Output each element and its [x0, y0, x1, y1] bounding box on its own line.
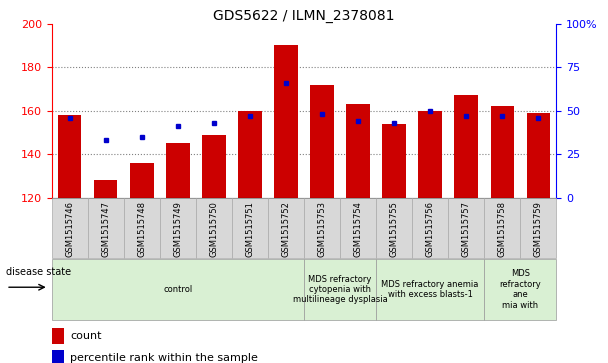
- Text: percentile rank within the sample: percentile rank within the sample: [70, 353, 258, 363]
- Bar: [238, 111, 261, 198]
- Text: control: control: [163, 285, 193, 294]
- Text: count: count: [70, 331, 102, 341]
- Bar: [160, 198, 196, 258]
- Bar: [491, 106, 514, 198]
- Bar: [455, 95, 478, 198]
- Text: GSM1515747: GSM1515747: [102, 201, 110, 257]
- Bar: [196, 198, 232, 258]
- Title: GDS5622 / ILMN_2378081: GDS5622 / ILMN_2378081: [213, 9, 395, 23]
- Text: GSM1515759: GSM1515759: [534, 201, 543, 257]
- Bar: [94, 180, 117, 198]
- Text: MDS refractory
cytopenia with
multilineage dysplasia: MDS refractory cytopenia with multilinea…: [292, 274, 387, 305]
- Text: disease state: disease state: [6, 267, 71, 277]
- Bar: [202, 135, 226, 198]
- Bar: [376, 198, 412, 258]
- Text: GSM1515750: GSM1515750: [209, 201, 218, 257]
- Bar: [347, 104, 370, 198]
- Bar: [232, 198, 268, 258]
- Text: GSM1515757: GSM1515757: [461, 201, 471, 257]
- Bar: [52, 328, 64, 344]
- Bar: [52, 198, 88, 258]
- Text: GSM1515748: GSM1515748: [137, 201, 147, 257]
- Bar: [448, 198, 484, 258]
- Bar: [527, 113, 550, 198]
- Text: GSM1515755: GSM1515755: [390, 201, 399, 257]
- Text: GSM1515754: GSM1515754: [354, 201, 362, 257]
- Bar: [382, 124, 406, 198]
- Bar: [124, 198, 160, 258]
- Bar: [418, 111, 442, 198]
- Bar: [274, 45, 298, 198]
- Text: GSM1515746: GSM1515746: [65, 201, 74, 257]
- Bar: [130, 163, 153, 198]
- Bar: [412, 198, 448, 258]
- Text: GSM1515751: GSM1515751: [246, 201, 254, 257]
- Bar: [520, 198, 556, 258]
- Bar: [58, 115, 81, 198]
- Bar: [340, 198, 376, 258]
- Bar: [52, 259, 304, 320]
- Text: GSM1515758: GSM1515758: [498, 201, 506, 257]
- Bar: [304, 259, 376, 320]
- Bar: [268, 198, 304, 258]
- Bar: [166, 143, 190, 198]
- Text: MDS
refractory
ane
mia with: MDS refractory ane mia with: [499, 269, 541, 310]
- Bar: [484, 198, 520, 258]
- Text: MDS refractory anemia
with excess blasts-1: MDS refractory anemia with excess blasts…: [381, 280, 479, 299]
- Bar: [304, 198, 340, 258]
- Text: GSM1515753: GSM1515753: [317, 201, 326, 257]
- Bar: [484, 259, 556, 320]
- Bar: [376, 259, 484, 320]
- Bar: [310, 85, 334, 198]
- Bar: [52, 350, 64, 363]
- Bar: [88, 198, 124, 258]
- Text: GSM1515752: GSM1515752: [282, 201, 291, 257]
- Text: GSM1515756: GSM1515756: [426, 201, 435, 257]
- Text: GSM1515749: GSM1515749: [173, 201, 182, 257]
